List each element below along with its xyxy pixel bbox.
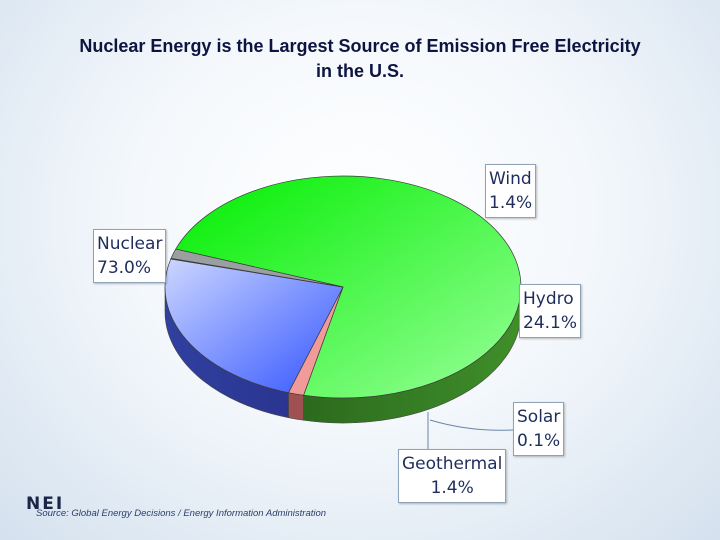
title-line-2: in the U.S.: [315, 61, 404, 81]
label-geothermal-name: Geothermal: [402, 454, 503, 474]
label-geothermal-value: 1.4%: [430, 478, 474, 498]
label-solar: Solar 0.1%: [513, 402, 565, 456]
chart-title: Nuclear Energy is the Largest Source of …: [20, 34, 700, 84]
slice-nuclear: [175, 175, 522, 399]
source-note: Source: Global Energy Decisions / Energy…: [36, 508, 327, 519]
label-geothermal: Geothermal 1.4%: [398, 449, 507, 503]
label-solar-name: Solar: [517, 407, 561, 427]
label-hydro-value: 24.1%: [523, 313, 578, 333]
slice-side-wind-0: [288, 392, 304, 421]
nei-logo: NEI: [26, 494, 65, 514]
label-wind-name: Wind: [489, 169, 532, 189]
label-wind: Wind 1.4%: [485, 164, 537, 218]
leader-solar: [429, 419, 514, 431]
label-wind-value: 1.4%: [489, 193, 533, 213]
label-nuclear-name: Nuclear: [97, 234, 163, 254]
label-solar-value: 0.1%: [517, 431, 561, 451]
label-nuclear-value: 73.0%: [97, 258, 152, 278]
label-hydro-name: Hydro: [523, 289, 574, 309]
label-nuclear: Nuclear 73.0%: [93, 229, 167, 283]
slice-geothermal: [170, 248, 344, 288]
label-hydro: Hydro 24.1%: [519, 284, 582, 338]
title-line-1: Nuclear Energy is the Largest Source of …: [79, 36, 641, 56]
